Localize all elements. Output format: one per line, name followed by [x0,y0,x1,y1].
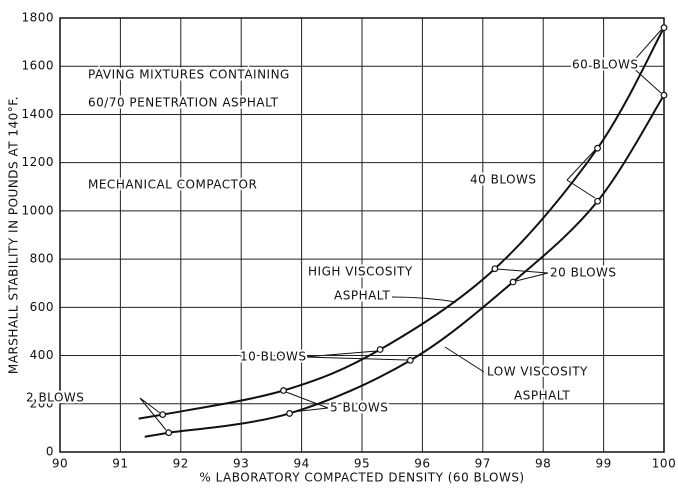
annotation: 2 BLOWS [26,391,84,405]
data-point [159,411,167,419]
annotation: PAVING MIXTURES CONTAINING [88,68,290,82]
annotation: 60/70 PENETRATION ASPHALT [88,96,279,110]
data-point [406,356,414,364]
y-tick-label: 600 [30,300,54,314]
data-point [376,346,384,353]
series-line [138,27,665,420]
x-tick-label: 97 [475,457,491,471]
annotation: MECHANICAL COMPACTOR [88,178,257,192]
x-tick-label: 100 [652,457,676,471]
annotation: 40 BLOWS [470,173,537,187]
data-point [286,410,293,417]
y-tick-label: 1000 [21,203,54,217]
data-point [491,265,499,273]
y-tick-label: 200 [30,396,54,410]
data-point [660,91,668,99]
data-point [509,278,517,286]
x-tick-label: 94 [293,457,309,471]
annotation: HIGH VISCOSITY [308,265,413,279]
plot-frame [59,17,665,453]
series-line [144,94,665,438]
annotation: 10 BLOWS [240,350,307,364]
data-point [594,197,601,205]
annotation: ASPHALT [334,289,390,303]
annotation: 5 BLOWS [330,401,388,415]
x-axis-label: % LABORATORY COMPACTED DENSITY (60 BLOWS… [199,471,524,485]
y-tick-label: 800 [30,252,54,266]
y-tick-label: 1800 [21,11,54,25]
annotation: ASPHALT [514,389,570,403]
annotation: 20 BLOWS [550,266,617,280]
x-tick-label: 98 [535,457,551,471]
data-point [165,429,173,437]
x-tick-label: 92 [173,457,189,471]
y-tick-label: 0 [46,445,54,459]
leader-lines [139,29,662,431]
data-point [660,24,668,32]
y-tick-label: 1400 [21,107,54,121]
data-point [594,144,601,152]
y-tick-label: 400 [30,348,54,362]
x-tick-label: 90 [52,457,68,471]
x-tick-label: 96 [414,457,430,471]
x-tick-label: 93 [233,457,249,471]
x-tick-label: 95 [354,457,370,471]
data-point [280,387,287,394]
x-tick-label: 99 [595,457,611,471]
annotation: LOW VISCOSITY [487,365,588,379]
y-axis-label: MARSHALL STABILITY IN POUNDS AT 140°F. [7,96,21,374]
y-tick-label: 1600 [21,59,54,73]
x-tick-label: 91 [112,457,128,471]
annotation: 60 BLOWS [572,58,639,72]
y-tick-label: 1200 [21,155,54,169]
